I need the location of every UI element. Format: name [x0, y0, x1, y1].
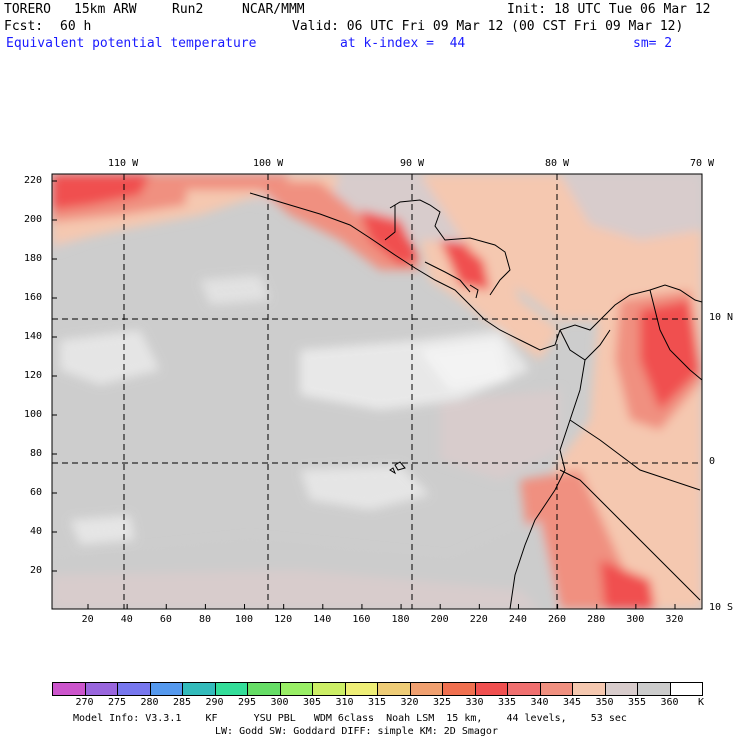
- model-resolution: 15km ARW: [74, 2, 137, 17]
- y-tick-label: 140: [24, 331, 43, 342]
- axis-ticks: [52, 180, 676, 609]
- valid-time: Valid: 06 UTC Fri 09 Mar 12 (00 CST Fri …: [292, 19, 684, 34]
- physics-info: LW: Godd SW: Goddard DIFF: simple KM: 2D…: [215, 726, 498, 737]
- x-tick-label: 140: [313, 614, 332, 625]
- colorbar-unit: K: [698, 697, 705, 708]
- x-tick-label: 60: [159, 614, 172, 625]
- x-tick-label: 40: [120, 614, 133, 625]
- colorbar-swatch: [442, 682, 476, 696]
- y-tick-label: 60: [30, 487, 43, 498]
- colorbar-label: 305: [303, 697, 322, 708]
- y-tick-label: 220: [24, 175, 43, 186]
- colorbar-label: 355: [628, 697, 647, 708]
- x-tick-label: 160: [352, 614, 371, 625]
- colorbar-label: 340: [530, 697, 549, 708]
- colorbar-swatch: [84, 682, 118, 696]
- colorbar-swatch: [247, 682, 281, 696]
- y-tick-label: 20: [30, 565, 43, 576]
- y-tick-label: 80: [30, 448, 43, 459]
- y-tick-label: 160: [24, 292, 43, 303]
- y-tick-label: 100: [24, 409, 43, 420]
- colorbar-swatch: [149, 682, 183, 696]
- colorbar-swatch: [604, 682, 638, 696]
- colorbar-label: 330: [465, 697, 484, 708]
- lat-label-10n: 10 N: [709, 312, 734, 323]
- colorbar-swatch: [312, 682, 346, 696]
- x-tick-label: 280: [587, 614, 606, 625]
- colorbar-swatch: [52, 682, 86, 696]
- colorbar-swatch: [637, 682, 671, 696]
- graticule: [52, 174, 702, 609]
- colorbar-swatch: [344, 682, 378, 696]
- colorbar-swatch: [279, 682, 313, 696]
- init-time: Init: 18 UTC Tue 06 Mar 12: [507, 2, 711, 17]
- y-tick-label: 200: [24, 214, 43, 225]
- forecast-hours: 60 h: [60, 19, 92, 34]
- colorbar-label: 310: [335, 697, 354, 708]
- y-tick-label: 120: [24, 370, 43, 381]
- colorbar-label: 270: [75, 697, 94, 708]
- x-tick-label: 20: [81, 614, 94, 625]
- lon-label-110w: 110 W: [108, 158, 139, 169]
- x-tick-label: 320: [665, 614, 684, 625]
- colorbar-swatch: [669, 682, 703, 696]
- colorbar-label: 290: [205, 697, 224, 708]
- level-info: at k-index = 44: [340, 36, 466, 51]
- colorbar-label: 350: [595, 697, 614, 708]
- x-tick-label: 120: [274, 614, 293, 625]
- colorbar-swatch: [182, 682, 216, 696]
- x-tick-label: 180: [391, 614, 410, 625]
- map-frame: [51, 173, 703, 610]
- colorbar-label: 320: [400, 697, 419, 708]
- colorbar-label: 345: [563, 697, 582, 708]
- colorbar-label: 315: [368, 697, 387, 708]
- lon-label-70w: 70 W: [690, 158, 715, 169]
- coastlines: [249, 192, 702, 609]
- x-tick-label: 100: [234, 614, 253, 625]
- organization: NCAR/MMM: [242, 2, 305, 17]
- lon-label-80w: 80 W: [545, 158, 570, 169]
- colorbar-label: 300: [270, 697, 289, 708]
- lon-label-100w: 100 W: [253, 158, 284, 169]
- lat-label-10s: 10 S: [709, 602, 734, 613]
- x-tick-label: 200: [430, 614, 449, 625]
- colorbar-label: 335: [498, 697, 517, 708]
- colorbar-label: 295: [238, 697, 257, 708]
- colorbar-swatch: [507, 682, 541, 696]
- run-label: Run2: [172, 2, 204, 17]
- colorbar-swatch: [474, 682, 508, 696]
- colorbar-swatch: [539, 682, 573, 696]
- field-name: Equivalent potential temperature: [6, 36, 257, 51]
- lat-label-0: 0: [709, 456, 716, 467]
- colorbar-swatch: [377, 682, 411, 696]
- colorbar-label: 280: [140, 697, 159, 708]
- colorbar-swatch: [117, 682, 151, 696]
- lon-label-90w: 90 W: [400, 158, 425, 169]
- smoothing-info: sm= 2: [633, 36, 673, 51]
- model-name: TORERO: [4, 2, 51, 17]
- colorbar-swatch: [409, 682, 443, 696]
- y-tick-label: 40: [30, 526, 43, 537]
- y-tick-label: 180: [24, 253, 43, 264]
- x-tick-label: 80: [199, 614, 212, 625]
- x-tick-label: 240: [508, 614, 527, 625]
- x-tick-label: 300: [626, 614, 645, 625]
- field-shading: [52, 174, 702, 609]
- x-tick-label: 220: [469, 614, 488, 625]
- colorbar-label: 360: [660, 697, 679, 708]
- colorbar-label: 275: [108, 697, 127, 708]
- colorbar-label: 285: [173, 697, 192, 708]
- x-tick-label: 260: [548, 614, 567, 625]
- forecast-label: Fcst:: [4, 19, 44, 34]
- model-info: Model Info: V3.3.1 KF YSU PBL WDM 6class…: [73, 713, 627, 724]
- colorbar-label: 325: [433, 697, 452, 708]
- colorbar-swatch: [214, 682, 248, 696]
- colorbar-swatch: [572, 682, 606, 696]
